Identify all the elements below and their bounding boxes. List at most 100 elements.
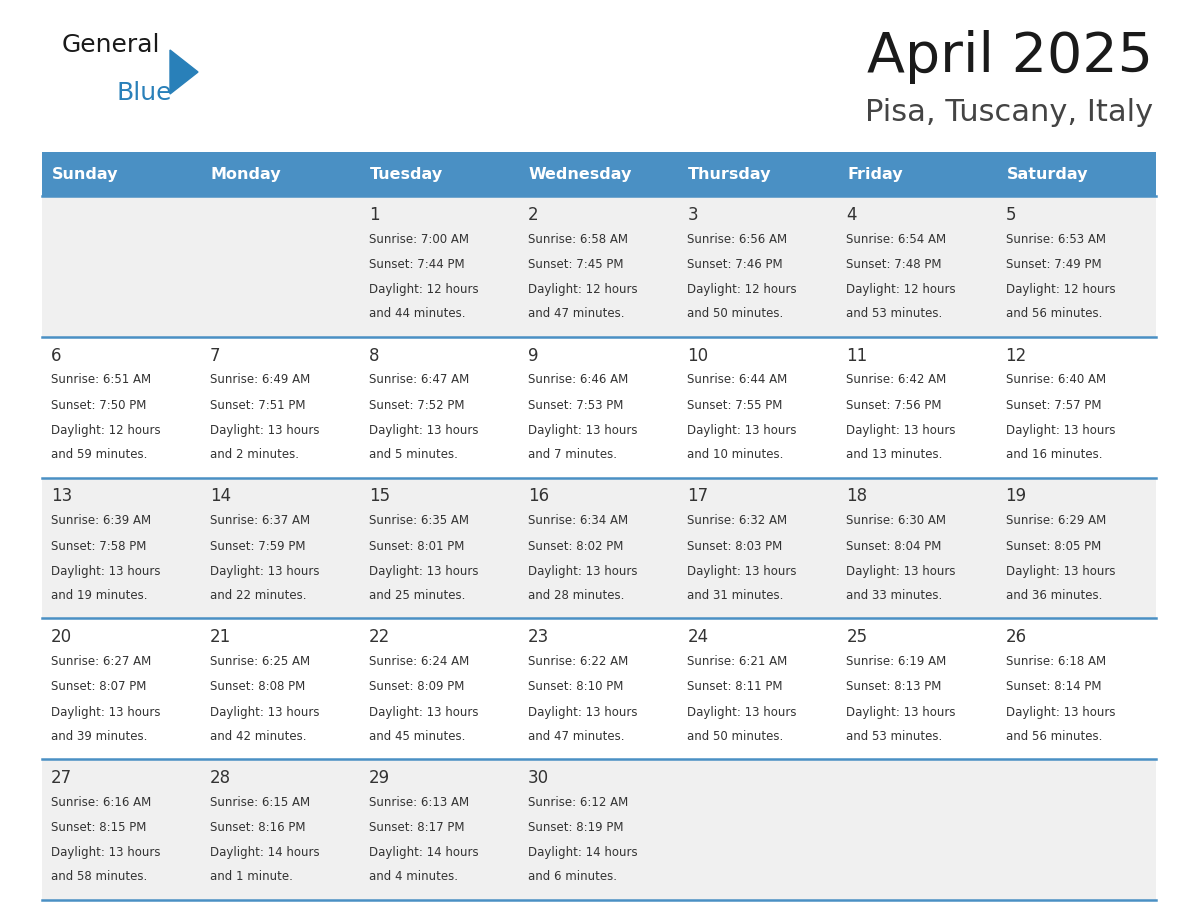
Text: General: General — [62, 33, 160, 57]
Text: Sunrise: 6:54 AM: Sunrise: 6:54 AM — [847, 232, 947, 246]
Bar — [519, 152, 678, 196]
Bar — [678, 196, 838, 337]
Text: Daylight: 13 hours: Daylight: 13 hours — [847, 424, 956, 437]
Text: Sunrise: 6:47 AM: Sunrise: 6:47 AM — [369, 374, 469, 386]
Text: and 6 minutes.: and 6 minutes. — [529, 870, 618, 883]
Text: Daylight: 14 hours: Daylight: 14 hours — [529, 846, 638, 859]
Bar — [997, 619, 1156, 759]
Text: and 13 minutes.: and 13 minutes. — [847, 448, 943, 461]
Text: Sunset: 8:01 PM: Sunset: 8:01 PM — [369, 540, 465, 553]
Text: Sunrise: 6:42 AM: Sunrise: 6:42 AM — [847, 374, 947, 386]
Text: and 56 minutes.: and 56 minutes. — [1005, 308, 1102, 320]
Text: 2: 2 — [529, 206, 539, 224]
Text: Sunset: 8:02 PM: Sunset: 8:02 PM — [529, 540, 624, 553]
Text: 17: 17 — [688, 487, 708, 506]
Text: Pisa, Tuscany, Italy: Pisa, Tuscany, Italy — [865, 98, 1154, 127]
Text: Daylight: 13 hours: Daylight: 13 hours — [529, 706, 638, 719]
Text: Daylight: 13 hours: Daylight: 13 hours — [369, 424, 479, 437]
Bar — [838, 619, 997, 759]
Bar — [838, 337, 997, 477]
Bar — [201, 337, 360, 477]
Bar — [838, 759, 997, 900]
Text: Daylight: 13 hours: Daylight: 13 hours — [529, 565, 638, 578]
Text: Daylight: 13 hours: Daylight: 13 hours — [1005, 424, 1116, 437]
Text: Daylight: 13 hours: Daylight: 13 hours — [210, 565, 320, 578]
Text: Sunrise: 6:44 AM: Sunrise: 6:44 AM — [688, 374, 788, 386]
Bar — [519, 759, 678, 900]
Text: and 1 minute.: and 1 minute. — [210, 870, 292, 883]
Text: Sunrise: 6:37 AM: Sunrise: 6:37 AM — [210, 514, 310, 527]
Text: 15: 15 — [369, 487, 390, 506]
Text: and 45 minutes.: and 45 minutes. — [369, 730, 466, 743]
Text: and 19 minutes.: and 19 minutes. — [51, 588, 147, 602]
Bar — [519, 619, 678, 759]
Text: and 58 minutes.: and 58 minutes. — [51, 870, 147, 883]
Text: Sunrise: 6:51 AM: Sunrise: 6:51 AM — [51, 374, 151, 386]
Text: Sunrise: 6:32 AM: Sunrise: 6:32 AM — [688, 514, 788, 527]
Bar — [360, 759, 519, 900]
Text: Daylight: 13 hours: Daylight: 13 hours — [51, 846, 160, 859]
Text: 29: 29 — [369, 769, 390, 787]
Text: Daylight: 12 hours: Daylight: 12 hours — [529, 284, 638, 297]
Text: and 56 minutes.: and 56 minutes. — [1005, 730, 1102, 743]
Text: and 36 minutes.: and 36 minutes. — [1005, 588, 1102, 602]
Bar — [201, 619, 360, 759]
Bar — [997, 152, 1156, 196]
Text: and 22 minutes.: and 22 minutes. — [210, 588, 307, 602]
Text: 12: 12 — [1005, 347, 1026, 364]
Bar — [42, 477, 201, 619]
Text: Daylight: 13 hours: Daylight: 13 hours — [51, 706, 160, 719]
Text: 6: 6 — [51, 347, 62, 364]
Text: and 47 minutes.: and 47 minutes. — [529, 730, 625, 743]
Text: Sunrise: 6:15 AM: Sunrise: 6:15 AM — [210, 796, 310, 809]
Text: and 39 minutes.: and 39 minutes. — [51, 730, 147, 743]
Text: Sunset: 8:19 PM: Sunset: 8:19 PM — [529, 822, 624, 834]
Text: 9: 9 — [529, 347, 538, 364]
Bar — [201, 759, 360, 900]
Text: Sunrise: 6:21 AM: Sunrise: 6:21 AM — [688, 655, 788, 668]
Text: Sunset: 7:55 PM: Sunset: 7:55 PM — [688, 398, 783, 412]
Text: Wednesday: Wednesday — [529, 166, 632, 182]
Text: Daylight: 13 hours: Daylight: 13 hours — [847, 706, 956, 719]
Text: 13: 13 — [51, 487, 72, 506]
Text: 3: 3 — [688, 206, 697, 224]
Text: Sunrise: 7:00 AM: Sunrise: 7:00 AM — [369, 232, 469, 246]
Text: Daylight: 13 hours: Daylight: 13 hours — [369, 565, 479, 578]
Text: Daylight: 13 hours: Daylight: 13 hours — [210, 706, 320, 719]
Text: Saturday: Saturday — [1006, 166, 1088, 182]
Text: Sunset: 7:46 PM: Sunset: 7:46 PM — [688, 258, 783, 271]
Text: Sunrise: 6:13 AM: Sunrise: 6:13 AM — [369, 796, 469, 809]
Text: Daylight: 13 hours: Daylight: 13 hours — [529, 424, 638, 437]
Text: Sunset: 8:15 PM: Sunset: 8:15 PM — [51, 822, 146, 834]
Text: 27: 27 — [51, 769, 72, 787]
Text: Monday: Monday — [210, 166, 282, 182]
Text: Sunset: 8:10 PM: Sunset: 8:10 PM — [529, 680, 624, 693]
Text: Sunset: 7:58 PM: Sunset: 7:58 PM — [51, 540, 146, 553]
Text: Sunset: 7:59 PM: Sunset: 7:59 PM — [210, 540, 305, 553]
Text: Sunset: 8:17 PM: Sunset: 8:17 PM — [369, 822, 465, 834]
Bar — [360, 619, 519, 759]
Bar — [201, 477, 360, 619]
Text: Sunrise: 6:27 AM: Sunrise: 6:27 AM — [51, 655, 151, 668]
Text: Sunset: 7:52 PM: Sunset: 7:52 PM — [369, 398, 465, 412]
Text: Sunset: 7:45 PM: Sunset: 7:45 PM — [529, 258, 624, 271]
Bar — [360, 152, 519, 196]
Text: and 7 minutes.: and 7 minutes. — [529, 448, 618, 461]
Bar — [360, 337, 519, 477]
Text: 30: 30 — [529, 769, 549, 787]
Text: 19: 19 — [1005, 487, 1026, 506]
Text: 24: 24 — [688, 628, 708, 646]
Text: Daylight: 12 hours: Daylight: 12 hours — [688, 284, 797, 297]
Bar — [360, 477, 519, 619]
Text: Sunset: 7:51 PM: Sunset: 7:51 PM — [210, 398, 305, 412]
Text: Tuesday: Tuesday — [369, 166, 443, 182]
Bar — [360, 196, 519, 337]
Text: Sunrise: 6:30 AM: Sunrise: 6:30 AM — [847, 514, 947, 527]
Text: and 5 minutes.: and 5 minutes. — [369, 448, 457, 461]
Bar — [997, 337, 1156, 477]
Bar — [201, 152, 360, 196]
Text: Daylight: 13 hours: Daylight: 13 hours — [210, 424, 320, 437]
Text: Sunrise: 6:56 AM: Sunrise: 6:56 AM — [688, 232, 788, 246]
Bar — [201, 196, 360, 337]
Text: Sunset: 7:44 PM: Sunset: 7:44 PM — [369, 258, 465, 271]
